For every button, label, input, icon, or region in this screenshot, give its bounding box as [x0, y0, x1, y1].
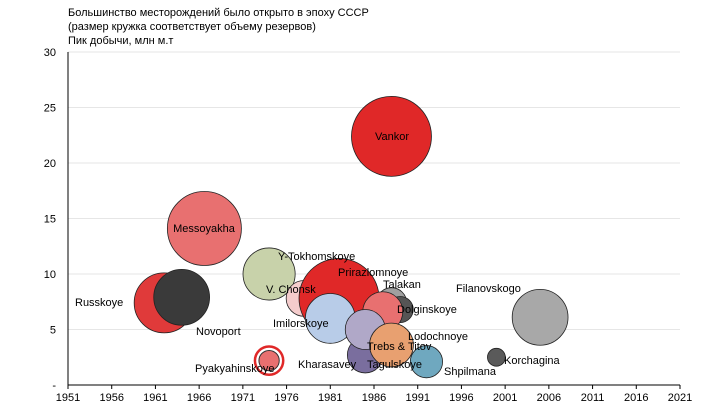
bubble-label: Prirazlomnoye: [338, 267, 408, 279]
bubble-label: Dolginskoye: [397, 304, 457, 316]
bubble: [487, 347, 506, 367]
bubble-label: Vankor: [375, 131, 409, 143]
bubble-outline: [253, 345, 285, 376]
bubble-label: Lodochnoye: [408, 331, 468, 343]
bubble-label: Y-Tokhomskoye: [278, 251, 355, 263]
bubble-label: Kharasavey: [298, 359, 357, 371]
x-tick-label: 1966: [187, 392, 211, 404]
y-tick-label: -: [52, 380, 56, 392]
y-tick-label: 20: [44, 158, 56, 170]
bubble: [258, 349, 280, 372]
x-tick-label: 2006: [537, 392, 561, 404]
x-tick-label: 1951: [56, 392, 80, 404]
bubble-label: Shpilmana: [444, 366, 497, 378]
bubble: [409, 345, 443, 379]
y-tick-label: 5: [50, 325, 56, 337]
y-axis-label: Пик добычи, млн м.т: [68, 35, 174, 47]
chart-title: Большинство месторождений было открыто в…: [68, 7, 369, 19]
bubble-label: Messoyakha: [173, 223, 236, 235]
bubble: [369, 322, 414, 368]
x-tick-label: 2021: [668, 392, 692, 404]
bubble: [351, 95, 432, 177]
x-tick-label: 2016: [624, 392, 648, 404]
y-tick-label: 15: [44, 214, 56, 226]
bubble-label: Russkoye: [75, 297, 123, 309]
x-tick-label: 1971: [231, 392, 255, 404]
bubble: [153, 268, 210, 326]
x-tick-label: 2011: [581, 392, 605, 404]
bubble: [242, 247, 296, 301]
x-tick-label: 1996: [449, 392, 473, 404]
bubble-label: Pyakyahinskoye: [195, 363, 275, 375]
y-tick-label: 25: [44, 103, 56, 115]
bubble-label: Trebs & Titov: [367, 341, 432, 353]
x-tick-label: 1976: [274, 392, 298, 404]
bubble-label: Korchagina: [504, 355, 561, 367]
x-tick-label: 1961: [143, 392, 167, 404]
x-tick-label: 1981: [318, 392, 342, 404]
bubble-label: Filanovskogo: [456, 283, 521, 295]
y-tick-label: 10: [44, 269, 56, 281]
bubble-label: Talakan: [383, 279, 421, 291]
bubble-label: Novoport: [196, 326, 241, 338]
x-tick-label: 1956: [99, 392, 123, 404]
bubble: [166, 191, 242, 266]
bubble-label: Tagulskoye: [367, 359, 422, 371]
bubble-label: V. Chonsk: [266, 284, 316, 296]
chart-subtitle: (размер кружка соответствует объему резе…: [68, 21, 316, 33]
x-tick-label: 2001: [493, 392, 517, 404]
y-tick-label: 30: [44, 47, 56, 59]
x-tick-label: 1991: [405, 392, 429, 404]
x-tick-label: 1986: [362, 392, 386, 404]
bubble-label: Imilorskoye: [273, 318, 329, 330]
bubble: [511, 288, 569, 346]
